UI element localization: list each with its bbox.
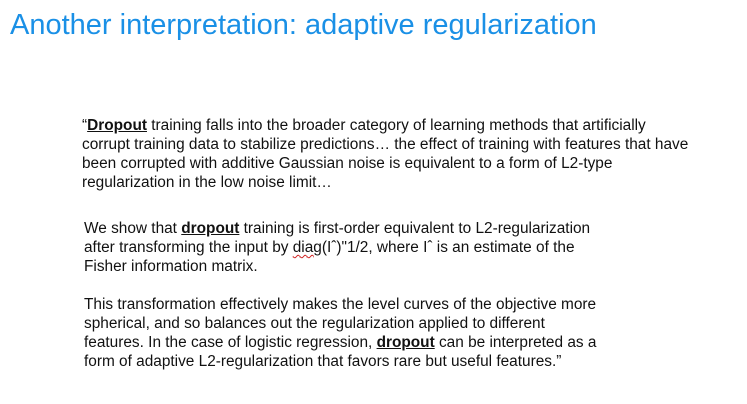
- paragraph-text: This transformation effectively makes th…: [84, 296, 597, 351]
- keyword-dropout: Dropout: [87, 117, 147, 134]
- slide-title: Another interpretation: adaptive regular…: [10, 9, 597, 41]
- quote-paragraph-1: “Dropout training falls into the broader…: [82, 116, 692, 192]
- paragraph-text: (Iˆ)"1/2, where Iˆ is an estimate of the…: [84, 239, 575, 275]
- keyword-dropout: dropout: [376, 334, 435, 351]
- quote-paragraph-2: We show that dropout training is first-o…: [84, 219, 604, 276]
- paragraph-text: training falls into the broader category…: [82, 117, 689, 191]
- paragraph-text: training is first-order equivalent to L2…: [84, 220, 591, 256]
- paragraph-text: We show that: [84, 220, 182, 237]
- paragraph-text: can be interpreted as a form of adaptive…: [84, 334, 597, 370]
- quote-paragraph-3: This transformation effectively makes th…: [84, 295, 604, 371]
- keyword-dropout: dropout: [181, 220, 240, 237]
- spellcheck-word: diag: [292, 239, 322, 256]
- open-quote: “: [82, 117, 88, 134]
